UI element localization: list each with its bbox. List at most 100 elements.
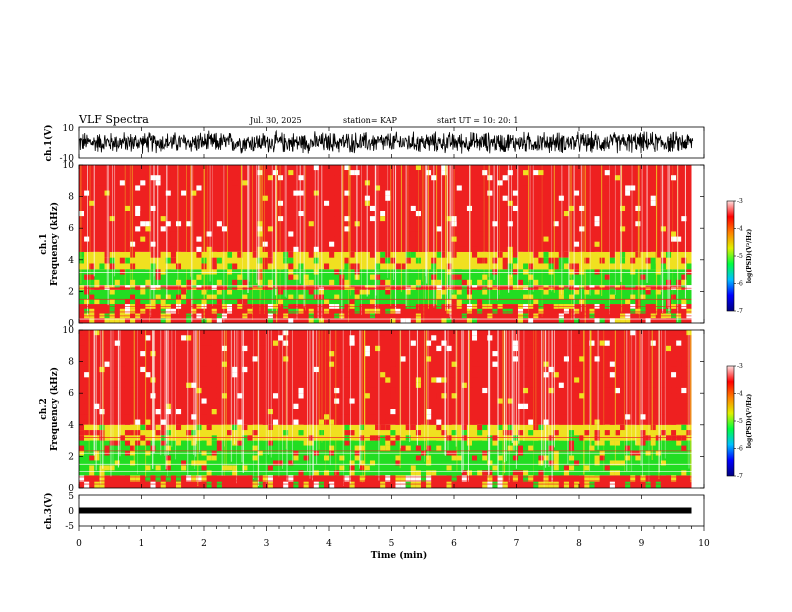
spectrogram-cell xyxy=(201,465,207,471)
spectrogram-cell xyxy=(89,318,95,323)
spectrogram-cell xyxy=(354,366,360,373)
spectrogram-cell xyxy=(395,361,401,367)
spectrogram-cell xyxy=(563,424,569,431)
spectrogram-cell xyxy=(410,382,416,388)
spectrogram-cell xyxy=(538,318,544,323)
spectrogram-cell xyxy=(288,308,294,314)
spectrogram-cell xyxy=(400,200,406,206)
spectrogram-cell xyxy=(380,465,386,471)
spectrogram-cell xyxy=(681,361,687,367)
spectrogram-cell xyxy=(630,440,636,446)
spectrogram-cell xyxy=(155,377,161,383)
spectrogram-cell xyxy=(650,175,656,181)
spectrogram-cell xyxy=(665,387,672,394)
spectrogram-cell xyxy=(415,372,421,378)
spectrogram-cell xyxy=(497,180,503,186)
spectrogram-cell xyxy=(94,330,100,336)
spectrogram-cell xyxy=(186,195,192,201)
spectrogram-cell xyxy=(329,440,335,446)
colorbar-tick-label: -7 xyxy=(737,308,743,315)
spectrogram-cell xyxy=(492,351,498,357)
spectrogram-cell xyxy=(242,465,248,471)
spectrogram-cell xyxy=(344,226,350,232)
spectrogram-cell xyxy=(461,279,467,286)
spectrogram-cell xyxy=(492,216,498,222)
spectrogram-cell xyxy=(563,356,569,362)
spectrogram-cell xyxy=(553,372,559,378)
spectrogram-cell xyxy=(380,330,386,336)
spectrogram-cell xyxy=(415,246,421,252)
spectrogram-cell xyxy=(267,308,273,314)
spectrogram-cell xyxy=(645,318,651,323)
spectrogram-cell xyxy=(574,340,580,346)
spectrogram-cell xyxy=(431,377,437,383)
spectrogram-cell xyxy=(262,269,268,275)
spectrogram-cell xyxy=(451,393,457,399)
spectrogram-cell xyxy=(645,382,651,388)
spectrogram-cell xyxy=(635,361,641,367)
spectrogram-cell xyxy=(206,340,212,346)
spectrogram-cell xyxy=(528,345,534,352)
spectrogram-cell xyxy=(114,460,120,466)
spectrogram-cell xyxy=(589,211,595,217)
spectrogram-cell xyxy=(99,403,105,409)
spectrogram-cell xyxy=(84,366,90,373)
spectrogram-cell xyxy=(380,190,386,196)
spectrogram-cell xyxy=(232,289,238,295)
spectrogram-cell xyxy=(150,481,156,488)
spectrogram-cell xyxy=(89,269,95,275)
spectrogram-cell xyxy=(267,318,273,323)
ch2-colorbar-ticks: -3-4-5-6-7 xyxy=(734,363,743,480)
spectrogram-cell xyxy=(206,403,212,409)
spectrogram-cell xyxy=(288,335,294,341)
spectrogram-cell xyxy=(645,340,651,346)
spectrogram-cell xyxy=(181,345,187,352)
spectrogram-cell xyxy=(288,424,294,431)
spectrogram-cell xyxy=(216,440,222,446)
spectrogram-cell xyxy=(497,308,503,314)
spectrogram-cell xyxy=(252,165,258,171)
spectrogram-cell xyxy=(497,241,503,247)
spectrogram-cell xyxy=(186,279,192,286)
spectrogram-cell xyxy=(175,330,182,336)
spectrogram-cell xyxy=(553,351,559,357)
spectrogram-cell xyxy=(170,387,176,394)
spectrogram-cell xyxy=(211,236,217,242)
spectrogram-cell xyxy=(497,216,503,222)
spectrogram-cell xyxy=(614,216,621,222)
spectrogram-cell xyxy=(227,445,233,451)
spectrogram-cell xyxy=(523,231,529,237)
spectrogram-cell xyxy=(84,257,90,264)
spectrogram-cell xyxy=(109,470,115,476)
spectrogram-cell xyxy=(298,205,304,211)
spectrogram-cell xyxy=(528,294,534,300)
spectrogram-cell xyxy=(569,175,575,181)
spectrogram-cell xyxy=(288,165,294,171)
spectrogram-cell xyxy=(227,299,233,305)
spectrogram-cell xyxy=(436,289,442,295)
spectrogram-cell xyxy=(655,481,661,488)
spectrogram-cell xyxy=(130,382,136,388)
spectrogram-cell xyxy=(640,475,646,482)
spectrogram-cell xyxy=(461,372,467,378)
spectrogram-cell xyxy=(640,211,646,217)
spectrogram-cell xyxy=(538,299,544,305)
spectrogram-cell xyxy=(671,366,677,373)
colorbar-tick-label: -4 xyxy=(737,226,743,233)
spectrogram-cell xyxy=(130,393,136,399)
spectrogram-cell xyxy=(257,231,263,237)
spectrogram-cell xyxy=(186,165,192,171)
spectrogram-cell xyxy=(227,435,233,441)
spectrogram-cell xyxy=(359,372,365,378)
spectrogram-cell xyxy=(655,361,661,367)
spectrogram-cell xyxy=(461,294,467,300)
spectrogram-cell xyxy=(441,289,447,295)
spectrogram-cell xyxy=(150,269,156,275)
time-axis-ticks: 0 1 2 3 4 5 6 7 8 9 10 xyxy=(76,495,710,549)
spectrogram-cell xyxy=(569,345,575,352)
spectrogram-cell xyxy=(298,294,304,300)
spectrogram-cell xyxy=(671,175,677,181)
spectrogram-cell xyxy=(650,475,656,482)
spectrogram-cell xyxy=(548,377,554,383)
spectrogram-cell xyxy=(298,377,304,383)
